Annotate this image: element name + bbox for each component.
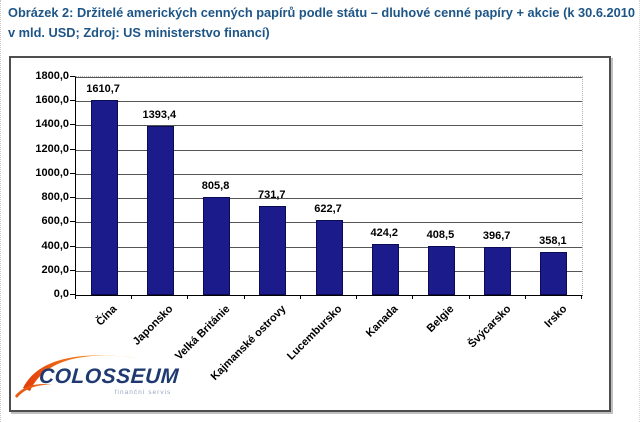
value-label: 805,8 [201, 180, 230, 192]
chart-frame: 1800,0 1600,0 1400,0 1200,0 1000,0 800,0 600,0… [9, 56, 611, 412]
gridline [76, 77, 582, 78]
bar-1 [146, 126, 174, 295]
x-axis-tick [468, 295, 470, 299]
category-label: Irsko [542, 303, 570, 331]
gridline [76, 173, 582, 175]
y-axis-tick-label: 1200,0 [35, 142, 69, 155]
bar-5 [371, 244, 399, 295]
y-axis-tick [70, 245, 75, 247]
gridline [76, 125, 582, 127]
logo-tagline: finanční servis [114, 389, 172, 396]
y-axis-tick [70, 100, 75, 102]
y-axis-tick [70, 124, 75, 126]
value-label: 622,7 [314, 203, 342, 215]
category-label: Japonsko [131, 303, 176, 348]
y-axis-tick [70, 197, 75, 199]
gridline [76, 101, 582, 103]
x-axis-tick [75, 295, 76, 299]
category-label: Lucembursko [284, 303, 345, 363]
category-label: Kanada [364, 303, 401, 340]
bar-4 [315, 220, 343, 295]
x-axis-tick [243, 295, 245, 299]
colosseum-logo: COLOSSEUM finanční servis [15, 348, 200, 406]
y-axis-tick-label: 0,0 [53, 288, 69, 300]
y-axis-tick [70, 148, 75, 150]
bar-6 [427, 246, 455, 295]
y-axis-tick-label: 1600,0 [35, 94, 69, 107]
plot-area [75, 76, 583, 296]
x-axis-tick [581, 295, 582, 299]
x-axis-tick [412, 295, 414, 299]
value-label: 1610,7 [86, 83, 120, 95]
y-axis-tick-label: 1800,0 [35, 70, 69, 82]
category-label: Belgie [425, 303, 457, 335]
y-axis-tick [70, 76, 75, 77]
x-axis-tick [524, 295, 526, 299]
category-label: Čína [94, 303, 120, 329]
value-label: 1393,4 [142, 109, 177, 121]
value-label: 731,7 [258, 189, 286, 201]
value-label: 424,2 [370, 227, 398, 239]
y-axis-tick [70, 294, 75, 295]
y-axis-tick-label: 1000,0 [35, 166, 69, 179]
logo-swoosh-icon [15, 355, 137, 398]
x-axis-tick [299, 295, 301, 299]
bar-2 [203, 197, 231, 295]
y-axis-tick-label: 600,0 [41, 215, 69, 228]
bar-0 [90, 100, 118, 295]
gridline [76, 149, 582, 151]
value-label: 358,1 [539, 235, 567, 247]
figure-caption: Obrázek 2: Držitelé amerických cenných p… [8, 5, 635, 40]
value-label: 408,5 [426, 229, 455, 241]
x-axis-tick [131, 295, 133, 299]
x-axis-tick [356, 295, 358, 299]
y-axis-tick-label: 400,0 [41, 239, 69, 252]
bar-8 [540, 252, 568, 295]
y-axis-tick-label: 200,0 [41, 263, 69, 276]
y-axis-tick [70, 221, 75, 223]
value-label: 396,7 [482, 230, 511, 242]
gridline [76, 198, 582, 200]
y-axis-tick-label: 800,0 [41, 191, 69, 204]
x-axis-tick [187, 295, 189, 299]
bar-3 [259, 206, 287, 295]
y-axis-tick-label: 1400,0 [35, 118, 69, 131]
y-axis-tick [70, 269, 75, 271]
category-label: Švýcarsko [465, 303, 514, 351]
logo-wordmark: COLOSSEUM [38, 365, 180, 388]
bar-7 [484, 247, 512, 295]
y-axis-tick [70, 172, 75, 174]
